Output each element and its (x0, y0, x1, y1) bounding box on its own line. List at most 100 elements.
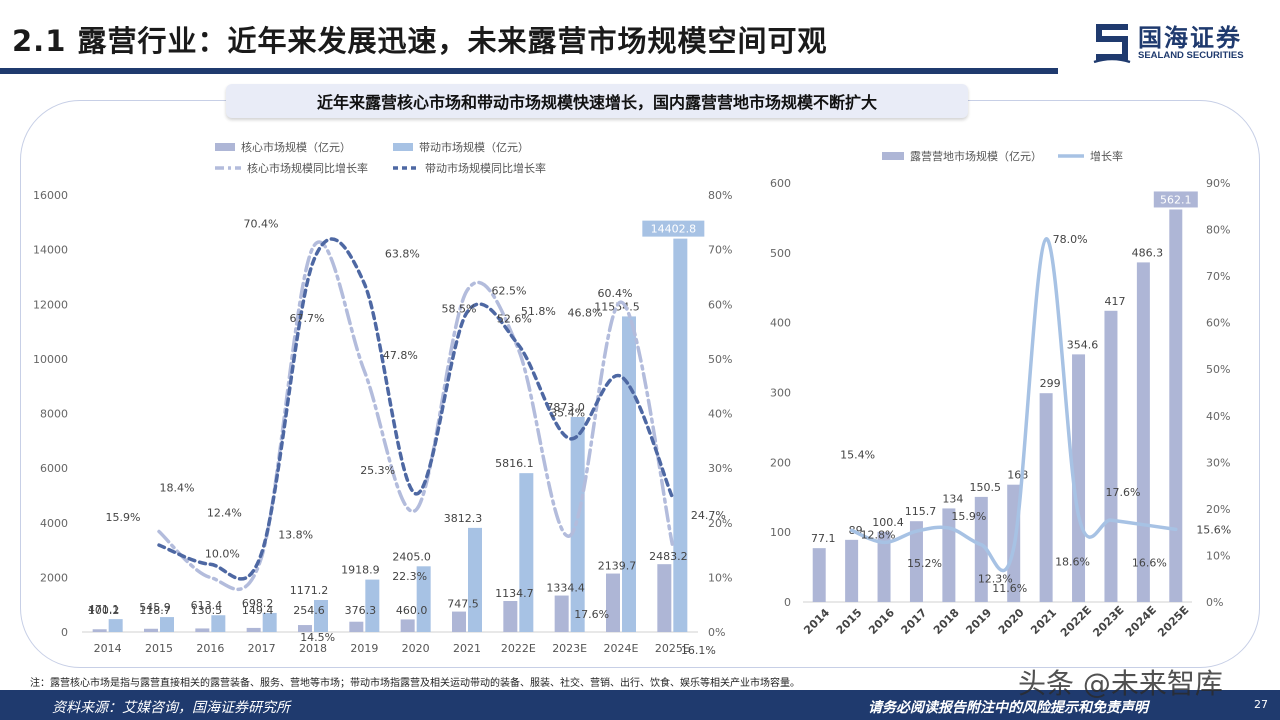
bar-driven-market (519, 473, 534, 632)
y-tick-label: 8000 (40, 408, 68, 421)
x-tick-label: 2023E (1090, 603, 1126, 639)
logo-chinese-name: 国海证券 (1138, 24, 1242, 52)
x-tick-label: 2015 (145, 642, 173, 655)
data-label-core-growth: 22.3% (392, 570, 427, 583)
data-label-core: 149.4 (242, 604, 274, 617)
x-tick-label: 2017 (248, 642, 276, 655)
data-label-campsite-growth: 15.9% (951, 510, 986, 523)
data-label-driven: 3812.3 (444, 512, 483, 525)
x-tick-label: 2015 (834, 606, 865, 637)
data-label-driven-growth: 25.3% (360, 464, 395, 477)
x-tick-label: 2021 (453, 642, 481, 655)
y2-tick-label: 80% (708, 189, 732, 202)
y2-tick-label: 70% (1206, 270, 1230, 283)
y-tick-label: 14000 (33, 244, 68, 257)
data-label-campsite: 77.1 (811, 532, 836, 545)
y-tick-label: 0 (61, 626, 68, 639)
y-tick-label: 200 (770, 456, 791, 469)
legend-swatch-core-bar (215, 143, 235, 151)
y2-tick-label: 0% (1206, 596, 1223, 609)
x-tick-label: 2024E (604, 642, 639, 655)
data-label-core: 376.3 (345, 604, 377, 617)
data-label-campsite: 417 (1104, 295, 1125, 308)
data-label-core-growth: 62.5% (492, 285, 527, 298)
legend-swatch-campsite-bar (882, 152, 904, 160)
legend-label: 带动市场规模（亿元） (419, 140, 529, 154)
data-label-driven-growth: 58.5% (442, 302, 477, 315)
data-label-campsite-growth: 78.0% (1053, 233, 1088, 246)
data-label-campsite: 115.7 (905, 505, 937, 518)
legend-label: 增长率 (1090, 149, 1123, 163)
data-label-campsite: 562.1 (1160, 193, 1192, 206)
bar-campsite-market (845, 539, 859, 602)
data-label-driven-growth: 15.9% (106, 511, 141, 524)
bar-driven-market (160, 617, 174, 632)
data-label-driven: 5816.1 (495, 457, 534, 470)
data-label-campsite-growth: 11.6% (992, 582, 1027, 595)
legend-label: 核心市场规模（亿元） (241, 140, 351, 154)
bar-core-market (144, 628, 158, 632)
x-tick-label: 2019 (350, 642, 378, 655)
legend-label: 带动市场规模同比增长率 (425, 161, 546, 175)
data-label-campsite: 100.4 (872, 516, 904, 529)
data-label-campsite-growth: 15.6% (1196, 523, 1231, 536)
data-label-core-growth: 10.0% (205, 547, 240, 560)
x-tick-label: 2024E (1123, 603, 1159, 639)
data-label-campsite: 168 (1007, 469, 1028, 482)
data-label-core: 118.7 (139, 604, 171, 617)
bar-core-market (657, 564, 672, 632)
chart-subtitle: 近年来露营核心市场和带动市场规模快速增长，国内露营营地市场规模不断扩大 (226, 84, 968, 118)
data-label-highlight (642, 220, 705, 237)
data-label-core: 130.5 (191, 604, 223, 617)
data-label-driven: 698.2 (242, 597, 274, 610)
title-divider (0, 68, 1058, 74)
bar-campsite-market (812, 548, 826, 602)
data-label-campsite-growth: 18.6% (1055, 555, 1090, 568)
bar-campsite-market (909, 521, 923, 602)
bar-driven-market (108, 619, 123, 632)
data-label-core: 1334.4 (546, 582, 585, 595)
x-tick-label: 2014 (801, 606, 832, 637)
legend-label: 露营营地市场规模（亿元） (910, 149, 1042, 163)
bar-driven-market (211, 615, 226, 632)
y-tick-label: 400 (770, 317, 791, 330)
bar-core-market (503, 601, 518, 632)
data-label-driven: 7873.0 (546, 401, 585, 414)
chart-note: 注：露营核心市场是指与露营直接相关的露营装备、服务、营地等市场；带动市场指露营及… (30, 678, 800, 689)
bar-driven-market (262, 612, 277, 632)
x-tick-label: 2025E (1155, 603, 1191, 639)
y-tick-label: 16000 (33, 189, 68, 202)
page-number: 27 (1254, 698, 1268, 711)
y2-tick-label: 40% (1206, 410, 1230, 423)
line-core-growth (157, 240, 675, 592)
footer-disclaimer: 请务必阅读报告附注中的风险提示和免责声明 (868, 700, 1148, 716)
bar-campsite-market (1169, 209, 1183, 602)
data-label-core-growth: 70.4% (244, 217, 279, 230)
data-label-driven-growth: 67.7% (290, 312, 325, 325)
data-label-highlight (1153, 191, 1198, 208)
bar-core-market (246, 627, 261, 632)
bar-core-market (554, 595, 569, 632)
legend-label: 核心市场规模同比增长率 (247, 161, 368, 175)
data-label-driven-growth: 63.8% (385, 247, 420, 260)
bar-driven-market (365, 579, 380, 632)
data-label-campsite-growth: 16.6% (1132, 557, 1167, 570)
data-label-driven: 1171.2 (290, 584, 329, 597)
data-label-driven-growth: 14.5% (300, 631, 335, 644)
data-label-core-growth: 17.6% (574, 608, 609, 621)
data-label-campsite: 150.5 (970, 481, 1002, 494)
brand-logo: 国海证券 SEALAND SECURITIES (1092, 16, 1272, 70)
bar-core-market (400, 619, 415, 632)
bar-campsite-market (1104, 310, 1118, 602)
data-label-campsite: 354.6 (1067, 338, 1099, 351)
y2-tick-label: 60% (1206, 317, 1230, 330)
y-tick-label: 2000 (40, 571, 68, 584)
x-tick-label: 2017 (899, 606, 930, 637)
data-label-core: 460.0 (396, 604, 428, 617)
y2-tick-label: 60% (708, 298, 732, 311)
y2-tick-label: 10% (1206, 549, 1230, 562)
y2-tick-label: 90% (1206, 177, 1230, 190)
data-label-core: 1134.7 (495, 587, 534, 600)
bar-campsite-market (974, 496, 988, 602)
